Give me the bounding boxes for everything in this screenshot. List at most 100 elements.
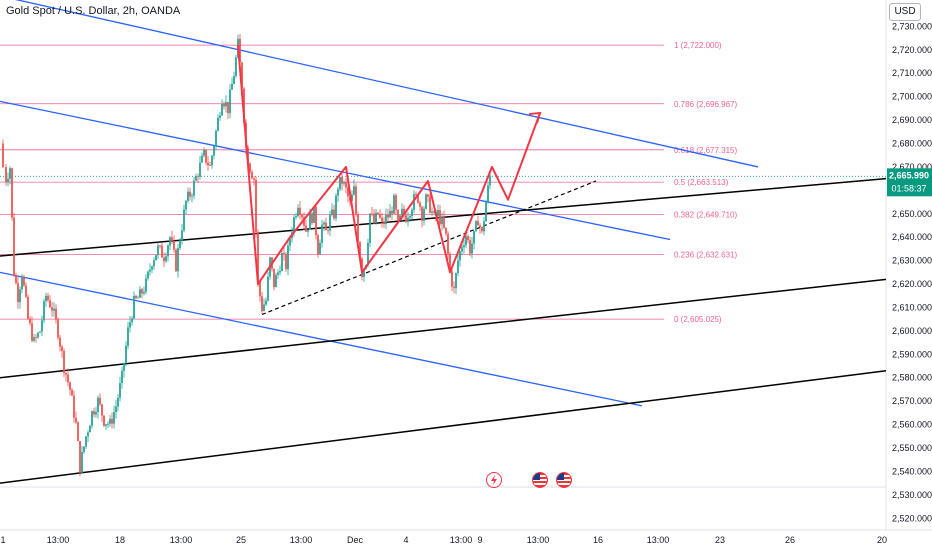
candle-body: [305, 225, 307, 232]
us-flag-event-icon[interactable]: [556, 472, 572, 488]
x-tick-label: 1: [0, 535, 5, 545]
candle-body: [169, 237, 171, 246]
candle-body: [367, 242, 369, 266]
y-tick-label: 2,730.000: [892, 21, 932, 31]
candle-body: [253, 178, 255, 180]
candle-body: [433, 211, 435, 213]
candle-body: [323, 222, 325, 225]
candle-body: [95, 411, 97, 415]
candle-body: [119, 383, 121, 398]
candle-body: [163, 257, 165, 262]
candle-body: [229, 89, 231, 114]
candle-body: [421, 207, 423, 221]
candle-body: [249, 163, 251, 172]
candle-body: [199, 162, 201, 177]
candle-body: [401, 208, 403, 216]
candle-body: [299, 207, 301, 215]
y-tick-label: 2,520.000: [892, 513, 932, 523]
trend-line-lower: [0, 369, 887, 484]
candle-body: [263, 304, 265, 311]
candle-body: [83, 446, 85, 452]
candle-body: [67, 374, 69, 383]
y-tick-label: 2,700.000: [892, 92, 932, 102]
candle-body: [125, 345, 127, 363]
fib-level-label: 1 (2,722.000): [674, 41, 722, 50]
candle-body: [485, 202, 487, 222]
y-tick-label: 2,580.000: [892, 373, 932, 383]
candle-body: [107, 423, 109, 425]
candle-body: [275, 275, 277, 288]
y-tick-label: 2,720.000: [892, 45, 932, 55]
candle-body: [429, 196, 431, 213]
candle-body: [319, 242, 321, 255]
candle-body: [455, 273, 457, 289]
candle-body: [389, 210, 391, 218]
candle-body: [387, 214, 389, 218]
flash-event-icon[interactable]: [486, 472, 502, 488]
candle-body: [339, 177, 341, 190]
candle-body: [211, 155, 213, 166]
candle-body: [201, 155, 203, 163]
x-tick-label: 13:00: [47, 535, 70, 545]
candle-body: [121, 370, 123, 384]
candle-body: [81, 451, 83, 473]
channel-line-lower: [0, 271, 643, 407]
candle-body: [461, 247, 463, 252]
candle-body: [341, 177, 343, 184]
candle-body: [131, 318, 133, 323]
candle-body: [135, 295, 137, 298]
candle-body: [437, 210, 439, 216]
candle-body: [45, 295, 47, 302]
candle-body: [165, 256, 167, 262]
candle-body: [15, 276, 17, 284]
candle-body: [371, 213, 373, 215]
candle-body: [303, 217, 305, 226]
candle-body: [287, 245, 289, 270]
fib-level-label: 0.5 (2,663.513): [674, 178, 729, 187]
candle-body: [353, 186, 355, 195]
y-tick-label: 2,710.000: [892, 68, 932, 78]
candle-body: [359, 242, 361, 259]
y-tick-label: 2,670.000: [892, 162, 932, 172]
candle-body: [155, 255, 157, 261]
candle-body: [179, 240, 181, 249]
candle-body: [207, 162, 209, 166]
candle-body: [483, 221, 485, 232]
candle-body: [395, 195, 397, 210]
candle-body: [423, 208, 425, 221]
candle-body: [315, 206, 317, 236]
candle-body: [463, 245, 465, 248]
candle-body: [385, 214, 387, 225]
candle-body: [209, 165, 211, 166]
candle-body: [49, 300, 51, 308]
candle-body: [205, 149, 207, 163]
candle-body: [283, 253, 285, 255]
last-price-box: [887, 168, 932, 197]
candle-body: [177, 248, 179, 272]
candle-body: [469, 240, 471, 254]
candle-body: [47, 295, 49, 301]
fib-level-label: 0.618 (2,677.315): [674, 146, 737, 155]
candle-body: [139, 289, 141, 298]
candle-body: [55, 308, 57, 320]
candle-body: [369, 213, 371, 243]
candle-body: [285, 254, 287, 270]
candle-body: [231, 83, 233, 90]
x-tick-label: 26: [785, 535, 795, 545]
candle-body: [345, 182, 347, 188]
last-price-value: 2,665.990: [889, 170, 929, 180]
candle-body: [301, 214, 303, 218]
candle-body: [259, 281, 261, 297]
candle-body: [17, 283, 19, 303]
currency-selector[interactable]: USD: [889, 3, 921, 21]
candle-body: [333, 209, 335, 219]
candle-body: [223, 103, 225, 107]
fib-level-label: 0 (2,605.025): [674, 315, 722, 324]
candle-body: [221, 103, 223, 116]
candle-body: [117, 397, 119, 407]
candle-body: [185, 200, 187, 210]
candle-body: [69, 382, 71, 390]
candle-body: [355, 186, 357, 215]
us-flag-event-icon[interactable]: [532, 472, 548, 488]
